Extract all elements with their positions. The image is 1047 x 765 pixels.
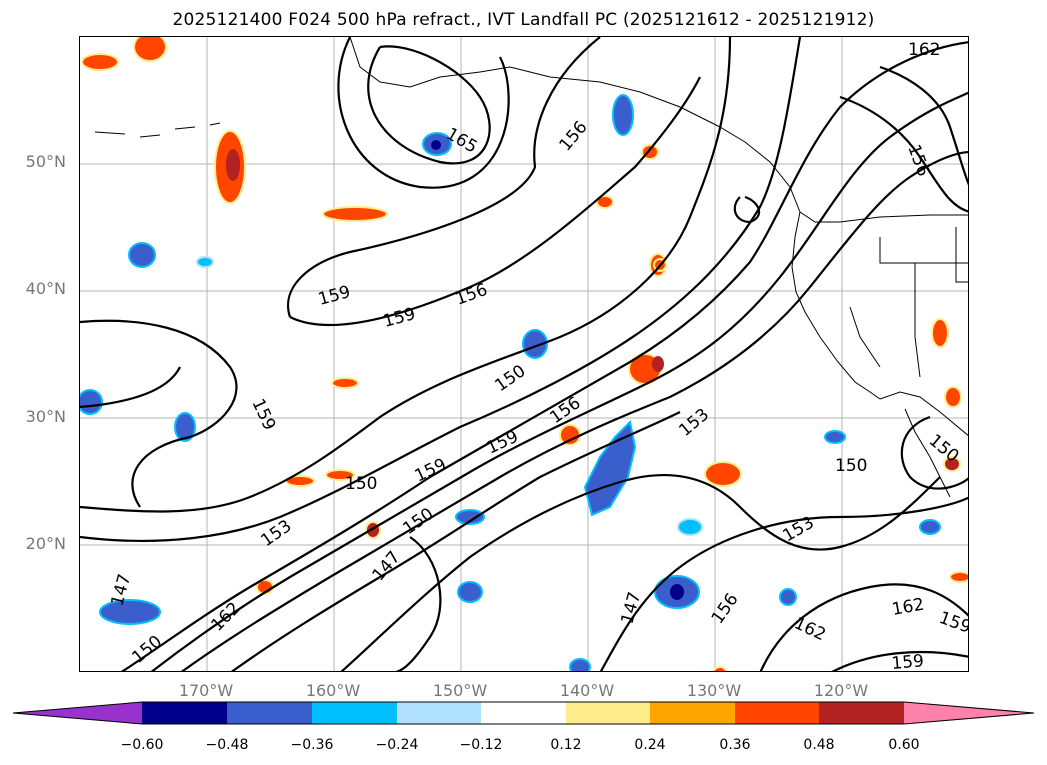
contour-label: 147 bbox=[618, 590, 646, 627]
colorbar-segment bbox=[142, 702, 227, 724]
colorbar-segment bbox=[735, 702, 819, 724]
lat-label-30n: 30°N bbox=[25, 407, 66, 426]
gridlines bbox=[80, 37, 968, 671]
contour-label: 165 bbox=[443, 124, 481, 158]
lon-label-140w: 140°W bbox=[559, 681, 615, 700]
colorbar-tick: −0.60 bbox=[120, 737, 164, 753]
lon-label-170w: 170°W bbox=[178, 681, 234, 700]
contour-label: 153 bbox=[675, 405, 713, 441]
height-contours bbox=[80, 37, 968, 671]
colorbar-tick: 0.36 bbox=[719, 737, 751, 753]
lon-label-150w: 150°W bbox=[432, 681, 488, 700]
lon-label-130w: 130°W bbox=[686, 681, 742, 700]
positive-anomalies bbox=[81, 37, 968, 671]
lat-label-40n: 40°N bbox=[25, 279, 66, 298]
map-canvas: 162 165 156 156 159 159 156 150 159 156 … bbox=[80, 37, 968, 672]
lat-label-20n: 20°N bbox=[25, 534, 66, 553]
contour-label: 150 bbox=[835, 456, 867, 476]
negative-anomalies bbox=[80, 94, 941, 671]
colorbar-tick: −0.12 bbox=[459, 737, 503, 753]
contour-label: 159 bbox=[316, 282, 353, 310]
lon-label-160w: 160°W bbox=[305, 681, 361, 700]
contour-label: 150 bbox=[491, 361, 529, 396]
coastlines bbox=[94, 37, 968, 498]
colorbar-segment bbox=[227, 702, 312, 724]
colorbar-tick: 0.60 bbox=[888, 737, 920, 753]
contour-label: 156 bbox=[903, 142, 933, 179]
colorbar bbox=[12, 701, 1035, 725]
contour-label: 159 bbox=[891, 651, 925, 672]
colorbar-segment bbox=[819, 702, 904, 724]
lon-label-120w: 120°W bbox=[813, 681, 869, 700]
contour-label: 162 bbox=[890, 595, 925, 620]
colorbar-tick: −0.36 bbox=[290, 737, 334, 753]
contour-label: 159 bbox=[247, 396, 279, 434]
colorbar-segment bbox=[650, 702, 735, 724]
colorbar-segment bbox=[481, 702, 566, 724]
colorbar-tick: 0.12 bbox=[550, 737, 582, 753]
contour-label: 156 bbox=[556, 117, 592, 155]
colorbar-tick: −0.24 bbox=[375, 737, 419, 753]
colorbar-segment bbox=[312, 702, 397, 724]
contour-label: 159 bbox=[381, 304, 418, 332]
colorbar-tick: −0.48 bbox=[205, 737, 249, 753]
contour-label: 159 bbox=[412, 455, 450, 487]
contour-label: 162 bbox=[207, 598, 244, 635]
colorbar-tick: 0.48 bbox=[803, 737, 835, 753]
contour-label: 153 bbox=[257, 516, 295, 551]
colorbar-tick: 0.24 bbox=[634, 737, 666, 753]
colorbar-extend-low bbox=[13, 702, 142, 724]
lat-label-50n: 50°N bbox=[25, 152, 66, 171]
colorbar-segment bbox=[397, 702, 481, 724]
map-panel: 162 165 156 156 159 159 156 150 159 156 … bbox=[79, 36, 969, 672]
contour-label: 162 bbox=[908, 40, 940, 60]
contour-label: 162 bbox=[791, 613, 829, 645]
contour-label: 156 bbox=[453, 280, 490, 310]
colorbar-extend-high bbox=[904, 702, 1034, 724]
map-title: 2025121400 F024 500 hPa refract., IVT La… bbox=[172, 10, 875, 30]
contour-label: 156 bbox=[708, 590, 743, 628]
colorbar-segment bbox=[566, 702, 650, 724]
contour-label: 150 bbox=[345, 474, 377, 494]
